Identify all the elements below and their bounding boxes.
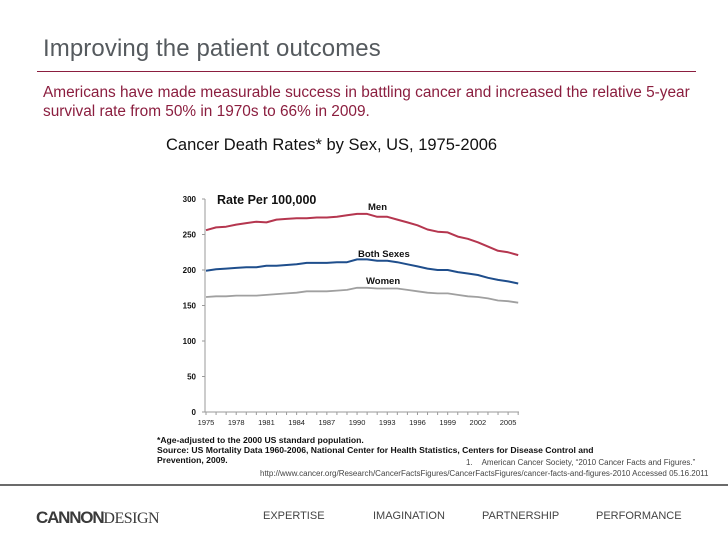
x-tick-label: 1975 [198, 418, 215, 427]
nav-imagination[interactable]: IMAGINATION [373, 510, 445, 522]
y-tick-label: 50 [187, 373, 196, 382]
x-tick-label: 1996 [409, 418, 426, 427]
footnote-age-adjusted: *Age-adjusted to the 2000 US standard po… [157, 435, 364, 445]
reference-text: American Cancer Society, “2010 Cancer Fa… [481, 458, 696, 467]
y-tick-label: 250 [183, 231, 197, 240]
x-tick-label: 1978 [228, 418, 245, 427]
y-tick-label: 300 [183, 195, 197, 204]
y-tick-label: 200 [183, 266, 197, 275]
page-title: Improving the patient outcomes [43, 35, 381, 62]
chart-footnotes: *Age-adjusted to the 2000 US standard po… [157, 435, 594, 465]
reference-citation: 1. American Cancer Society, “2010 Cancer… [466, 458, 695, 467]
nav-performance[interactable]: PERFORMANCE [596, 510, 682, 522]
reference-number: 1. [466, 458, 473, 467]
series-line-both-sexes [205, 258, 519, 285]
x-tick-label: 1984 [288, 418, 305, 427]
logo-light-text: DESIGN [103, 510, 160, 527]
chart-title: Cancer Death Rates* by Sex, US, 1975-200… [166, 136, 498, 154]
footnote-source-cont: Prevention, 2009. [157, 455, 228, 465]
series-line-women [205, 286, 519, 304]
x-tick-label: 1987 [318, 418, 335, 427]
x-tick-label: 1981 [258, 418, 275, 427]
x-tick-label: 1999 [439, 418, 456, 427]
x-tick-label: 1990 [349, 418, 366, 427]
x-tick-label: 1993 [379, 418, 396, 427]
footer-divider [0, 484, 728, 486]
footnote-source: Source: US Mortality Data 1960-2006, Nat… [157, 445, 594, 455]
cannondesign-logo[interactable]: CANNONDESIGN [36, 508, 160, 528]
y-tick-label: 150 [183, 302, 197, 311]
series-label-men: Men [368, 202, 387, 213]
chart-axes: 0 50 100 150 200 250 300 1975 1978 1981 1984 1987 19… [183, 195, 519, 427]
reference-url[interactable]: http://www.cancer.org/Research/CancerFac… [260, 469, 709, 478]
nav-expertise[interactable]: EXPERTISE [263, 510, 325, 522]
page-subtitle: Americans have made measurable success i… [43, 84, 690, 120]
series-label-women: Women [366, 276, 400, 287]
logo-bold-text: CANNON [36, 508, 105, 527]
nav-partnership[interactable]: PARTNERSHIP [482, 510, 560, 522]
title-divider [37, 71, 696, 72]
chart-series [205, 212, 519, 304]
series-label-both-sexes: Both Sexes [358, 249, 410, 260]
series-line-men [205, 212, 519, 257]
x-tick-label: 2002 [470, 418, 487, 427]
x-tick-label: 2005 [500, 418, 517, 427]
y-tick-label: 100 [183, 337, 197, 346]
y-axis-label: Rate Per 100,000 [217, 193, 316, 207]
y-tick-label: 0 [192, 408, 197, 417]
